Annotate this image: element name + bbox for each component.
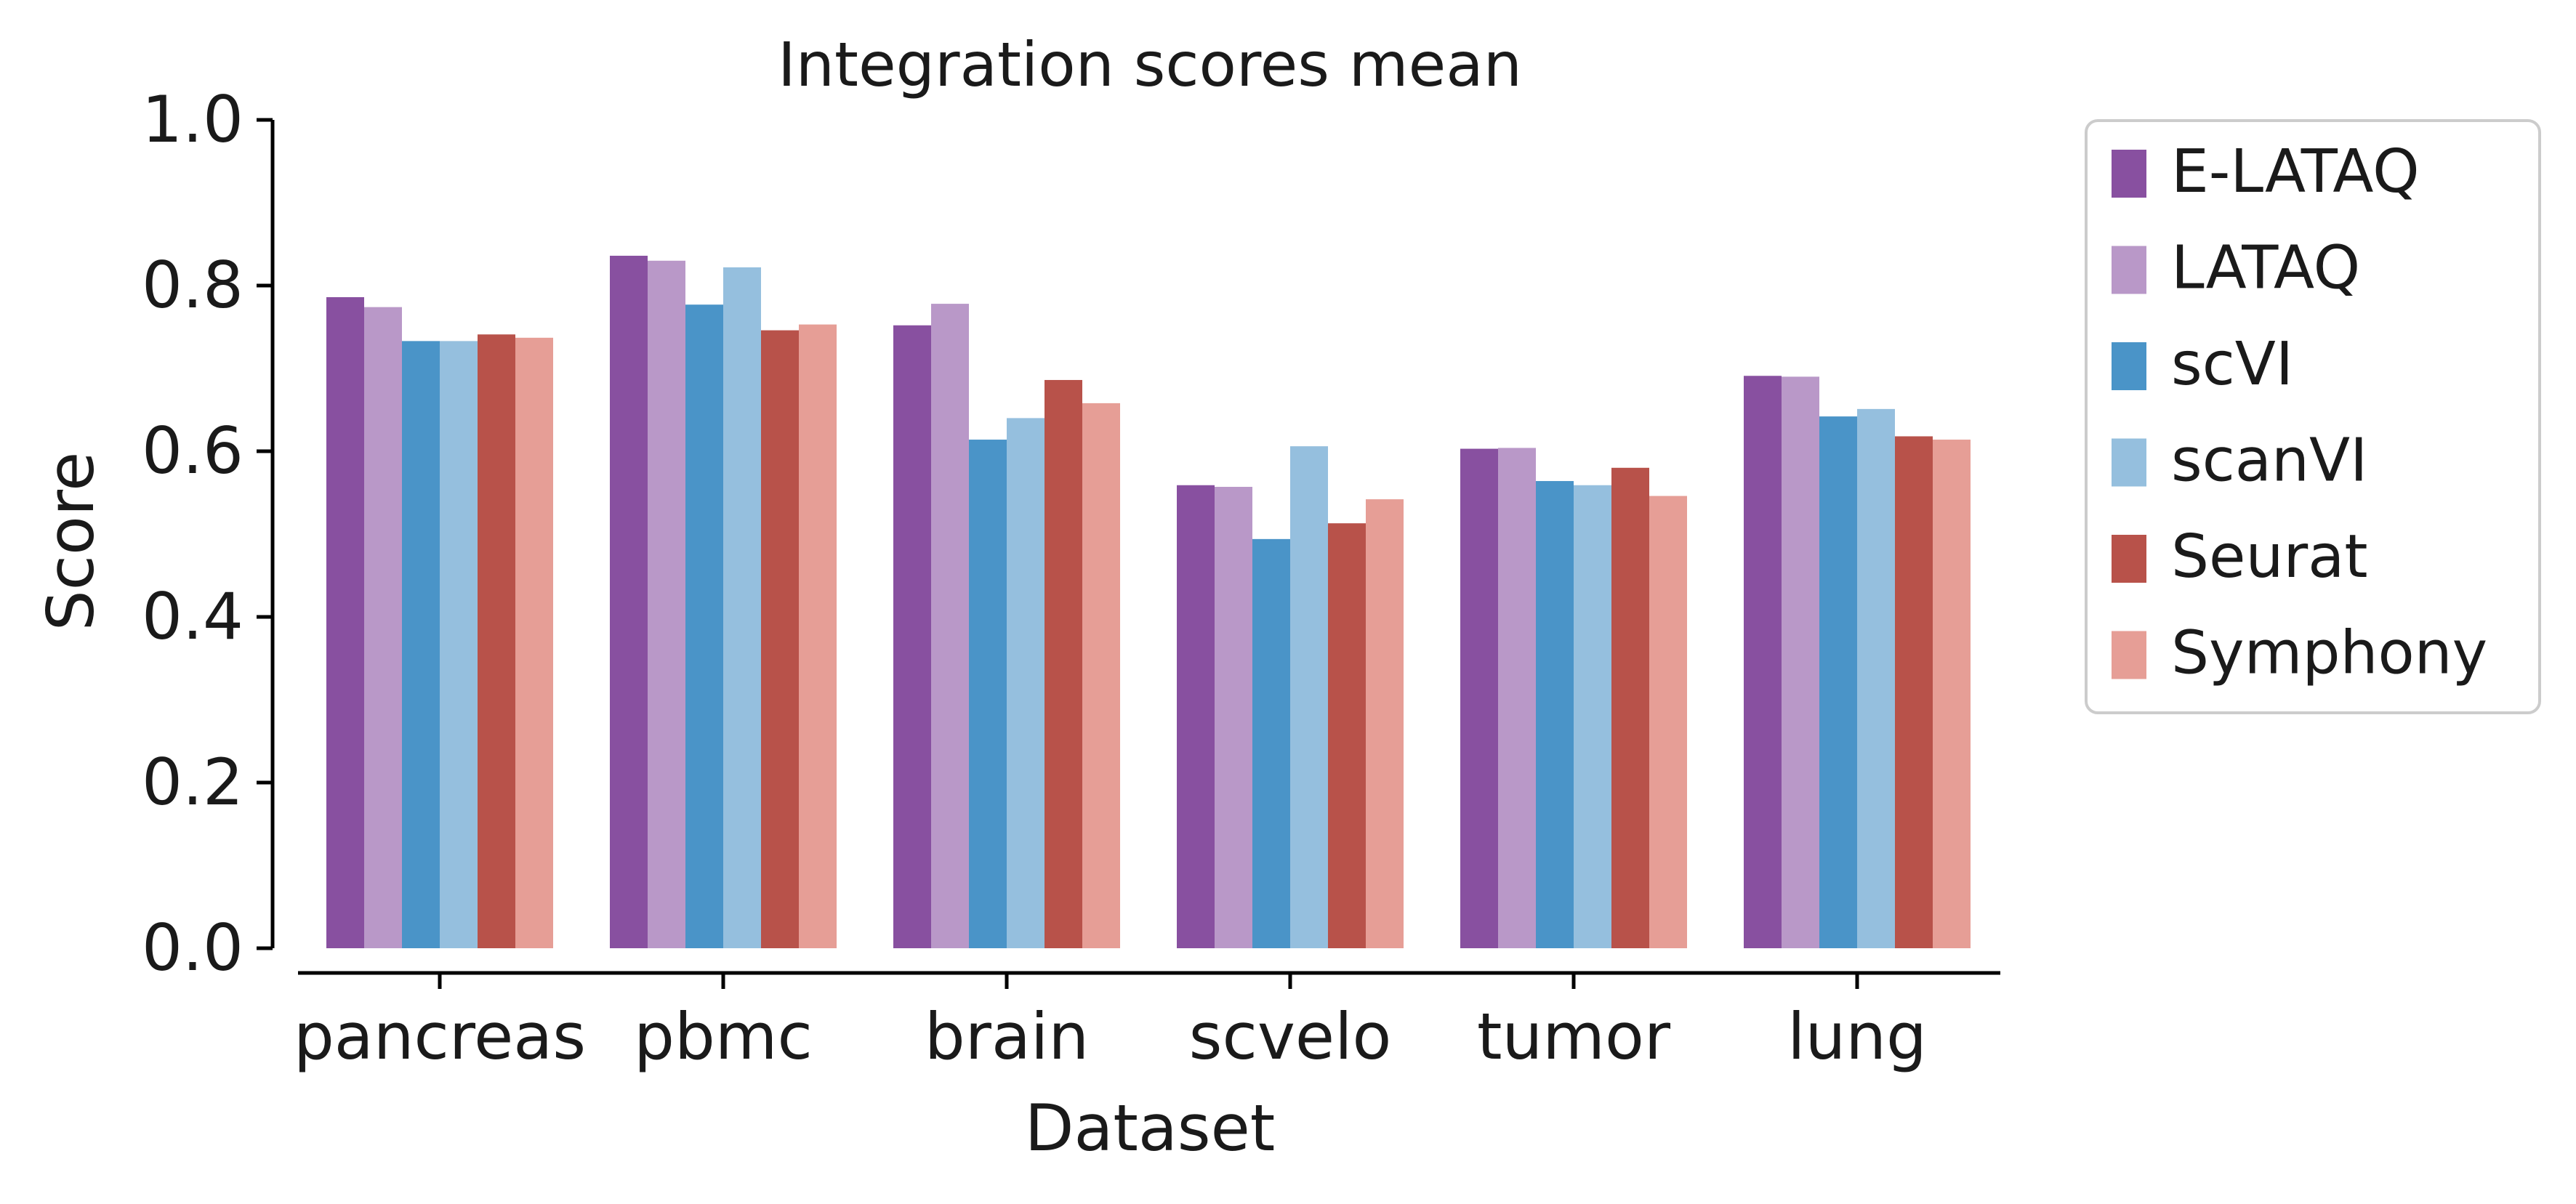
bar-tumor-lataq xyxy=(1498,448,1536,948)
legend-frame xyxy=(2085,119,2541,714)
bar-scvelo-scvi xyxy=(1252,538,1290,948)
y-tick-label: 0.6 xyxy=(142,413,243,488)
y-tick-label: 0.8 xyxy=(142,248,243,323)
bar-lung-scanvi xyxy=(1857,408,1895,948)
bar-pancreas-symphony xyxy=(515,337,553,948)
bar-scvelo-symphony xyxy=(1366,499,1404,948)
bar-brain-e-lataq xyxy=(893,325,931,949)
bars-group xyxy=(326,255,1971,949)
bar-tumor-e-lataq xyxy=(1460,448,1498,948)
bar-lung-lataq xyxy=(1782,376,1819,948)
bar-tumor-scanvi xyxy=(1574,485,1611,948)
bar-tumor-symphony xyxy=(1649,496,1687,948)
y-tick-label: 0.0 xyxy=(142,910,243,985)
bar-scvelo-lataq xyxy=(1215,487,1252,948)
bar-brain-scvi xyxy=(969,440,1007,948)
legend-swatch-e-lataq xyxy=(2112,150,2146,198)
bar-lung-scvi xyxy=(1819,416,1857,948)
bar-pbmc-symphony xyxy=(799,324,837,949)
x-tick-label-scvelo: scvelo xyxy=(1189,999,1392,1074)
legend-label-lataq: LATAQ xyxy=(2171,234,2360,303)
bar-pbmc-e-lataq xyxy=(610,255,648,949)
legend-label-e-lataq: E-LATAQ xyxy=(2171,137,2420,206)
legend-label-scanvi: scanVI xyxy=(2171,427,2367,496)
bar-scvelo-scanvi xyxy=(1290,446,1328,948)
legend-swatch-seurat xyxy=(2112,535,2146,583)
bar-lung-seurat xyxy=(1895,436,1933,948)
bar-tumor-seurat xyxy=(1611,467,1649,948)
y-axis-label: Score xyxy=(33,452,108,631)
bar-scvelo-seurat xyxy=(1328,523,1366,948)
x-tick-label-lung: lung xyxy=(1787,999,1927,1074)
legend-swatch-scvi xyxy=(2112,342,2146,390)
bar-lung-e-lataq xyxy=(1744,376,1782,948)
bar-brain-seurat xyxy=(1045,379,1082,948)
y-tick-label: 0.2 xyxy=(142,745,243,820)
legend-label-symphony: Symphony xyxy=(2171,619,2487,688)
bar-pancreas-seurat xyxy=(478,334,515,948)
bar-pancreas-scanvi xyxy=(440,341,478,948)
bar-pbmc-lataq xyxy=(648,260,685,948)
bar-scvelo-e-lataq xyxy=(1177,485,1215,948)
bar-brain-symphony xyxy=(1082,403,1120,948)
y-axis: 0.0 0.2 0.4 0.6 0.8 1.0 xyxy=(142,82,275,985)
bar-brain-lataq xyxy=(931,304,969,949)
legend-swatch-scanvi xyxy=(2112,438,2146,487)
x-axis: pancreas pbmc brain scvelo tumor lung xyxy=(294,971,2000,1074)
legend-label-seurat: Seurat xyxy=(2171,522,2368,591)
x-tick-label-pbmc: pbmc xyxy=(634,999,813,1074)
chart-title: Integration scores mean xyxy=(778,29,1522,100)
bar-lung-symphony xyxy=(1933,440,1971,948)
legend-swatch-symphony xyxy=(2112,631,2146,679)
bar-pancreas-e-lataq xyxy=(326,296,364,949)
x-axis-label: Dataset xyxy=(1025,1091,1276,1165)
x-tick-label-brain: brain xyxy=(925,999,1089,1074)
bar-brain-scanvi xyxy=(1007,418,1045,948)
legend-swatch-lataq xyxy=(2112,246,2146,294)
legend: E-LATAQ LATAQ scVI scanVI Seurat Symphony xyxy=(2085,119,2541,714)
legend-label-scvi: scVI xyxy=(2171,330,2293,399)
y-tick-label: 0.4 xyxy=(142,579,243,654)
bar-pancreas-lataq xyxy=(364,307,402,948)
y-tick-label: 1.0 xyxy=(142,82,243,157)
bar-pbmc-scvi xyxy=(685,304,723,949)
bar-pbmc-seurat xyxy=(761,330,799,948)
x-tick-label-pancreas: pancreas xyxy=(294,999,586,1074)
bar-pbmc-scanvi xyxy=(723,267,761,948)
x-tick-label-tumor: tumor xyxy=(1477,999,1671,1074)
bar-pancreas-scvi xyxy=(402,341,440,948)
bar-tumor-scvi xyxy=(1536,481,1574,948)
